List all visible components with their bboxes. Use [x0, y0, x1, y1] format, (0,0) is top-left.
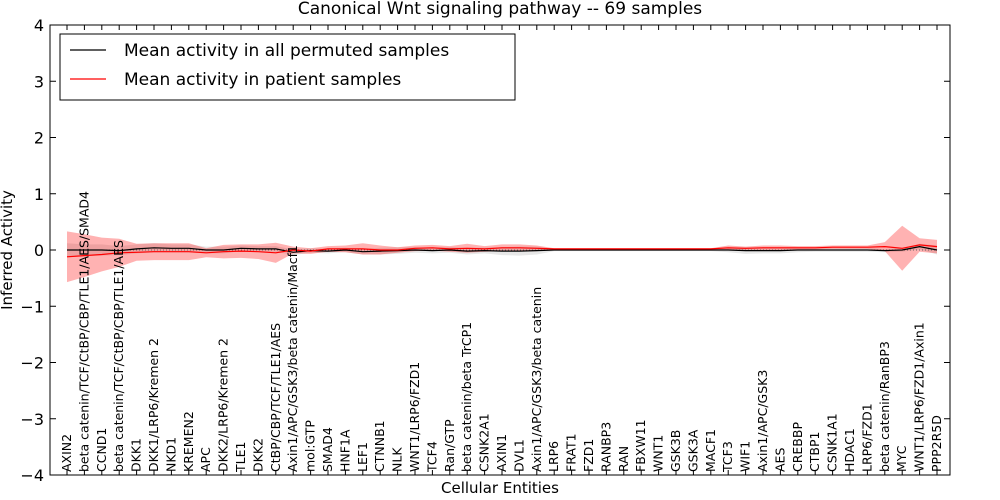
x-tick-label: beta catenin/RanBP3: [877, 341, 892, 472]
legend-label-permuted: Mean activity in all permuted samples: [124, 41, 449, 61]
y-tick-label: 0: [34, 241, 44, 260]
x-axis: AXIN2 beta catenin/TCF/CtBP/CBP/TLE1/AES/…: [59, 25, 944, 475]
x-tick-label: RAN: [616, 446, 631, 472]
x-tick-label: AXIN2: [59, 434, 74, 472]
series-line-permuted: [67, 245, 938, 253]
x-tick-label: RANBP3: [598, 422, 613, 472]
x-tick-label: beta catenin/TCF/CtBP/CBP/TLE1/AES/SMAD4: [76, 191, 91, 472]
x-tick-label: CTNNB1: [372, 420, 387, 472]
x-tick-label: AES: [772, 448, 787, 472]
x-tick-label: WNT1/LRP6/FZD1: [407, 362, 422, 472]
x-tick-label: FZD1: [581, 439, 596, 472]
x-tick-label: CREBBP: [790, 422, 805, 472]
x-tick-label: CSNK2A1: [477, 413, 492, 472]
x-tick-label: MACF1: [703, 429, 718, 472]
x-tick-label: HNF1A: [337, 429, 352, 472]
x-tick-label: MYC: [894, 445, 909, 472]
y-tick-label: 1: [34, 185, 44, 204]
x-tick-label: TLE1: [233, 442, 248, 473]
x-tick-label: FRAT1: [564, 433, 579, 472]
x-tick-label: LRP6: [546, 441, 561, 472]
x-tick-label: AXIN1: [494, 434, 509, 472]
x-tick-label: WNT1/LRP6/FZD1/Axin1: [912, 322, 927, 472]
x-tick-label: FBXW11: [633, 419, 648, 472]
x-tick-label: WIF1: [738, 441, 753, 472]
x-tick-label: SMAD4: [320, 427, 335, 472]
y-tick-label: 3: [34, 72, 44, 91]
x-tick-label: NLK: [390, 447, 405, 472]
x-tick-label: CSNK1A1: [825, 413, 840, 472]
y-tick-label: −1: [20, 297, 44, 316]
x-tick-label: mol:GTP: [303, 420, 318, 472]
x-tick-label: TCF3: [720, 441, 735, 473]
chart-title: Canonical Wnt signaling pathway -- 69 sa…: [298, 0, 702, 19]
x-tick-label: beta catenin/TCF/CtBP/CBP/TLE1/AES: [111, 240, 126, 472]
x-tick-label: CTBP1: [807, 432, 822, 472]
x-tick-label: HDAC1: [842, 428, 857, 472]
x-tick-label: NKD1: [163, 437, 178, 472]
y-axis: −4 −3 −2 −1 0 1 2 3 4: [20, 16, 950, 485]
series-line-patient: [66, 244, 938, 258]
x-tick-label: WNT1: [651, 435, 666, 472]
y-tick-label: −4: [20, 466, 44, 485]
x-tick-label: LEF1: [355, 442, 370, 472]
x-tick-label: beta catenin/beta TrCP1: [459, 322, 474, 472]
x-tick-label: TCF4: [424, 441, 439, 473]
x-tick-label: DKK2/LRP6/Kremen 2: [216, 338, 231, 472]
x-tick-label: DKK2: [250, 438, 265, 472]
y-tick-label: 4: [34, 16, 44, 35]
x-tick-label: Ran/GTP: [442, 419, 457, 472]
x-tick-label: DVL1: [511, 439, 526, 472]
x-tick-label: DKK1/LRP6/Kremen 2: [146, 338, 161, 472]
x-tick-label: LRP6/FZD1: [859, 403, 874, 472]
x-tick-label: CCND1: [94, 428, 109, 472]
x-tick-label: DKK1: [129, 438, 144, 472]
x-tick-label: Axin1/APC/GSK3: [755, 370, 770, 472]
y-axis-title: Inferred Activity: [0, 190, 16, 310]
x-tick-label: APC: [198, 447, 213, 472]
y-tick-label: −2: [20, 354, 44, 373]
x-tick-label: Axin1/APC/GSK3/beta catenin/Macf1: [285, 245, 300, 472]
x-tick-label: Axin1/APC/GSK3/beta catenin: [529, 287, 544, 472]
series-lines: [66, 244, 938, 258]
x-tick-label: GSK3B: [668, 430, 683, 472]
y-tick-label: −3: [20, 410, 44, 429]
legend-label-patient: Mean activity in patient samples: [124, 70, 401, 90]
y-tick-label: 2: [34, 129, 44, 148]
legend: Mean activity in all permuted samples Me…: [59, 33, 516, 101]
confidence-bands: [67, 225, 937, 283]
x-tick-label: CtBP/CBP/TCF/TLE1/AES: [268, 323, 283, 472]
x-axis-title: Cellular Entities: [441, 479, 559, 497]
x-tick-label: PPP2R5D: [929, 415, 944, 472]
legend-box: [59, 33, 516, 101]
x-tick-label: GSK3A: [685, 429, 700, 472]
band-patient: [67, 225, 937, 283]
x-tick-label: KREMEN2: [181, 411, 196, 472]
